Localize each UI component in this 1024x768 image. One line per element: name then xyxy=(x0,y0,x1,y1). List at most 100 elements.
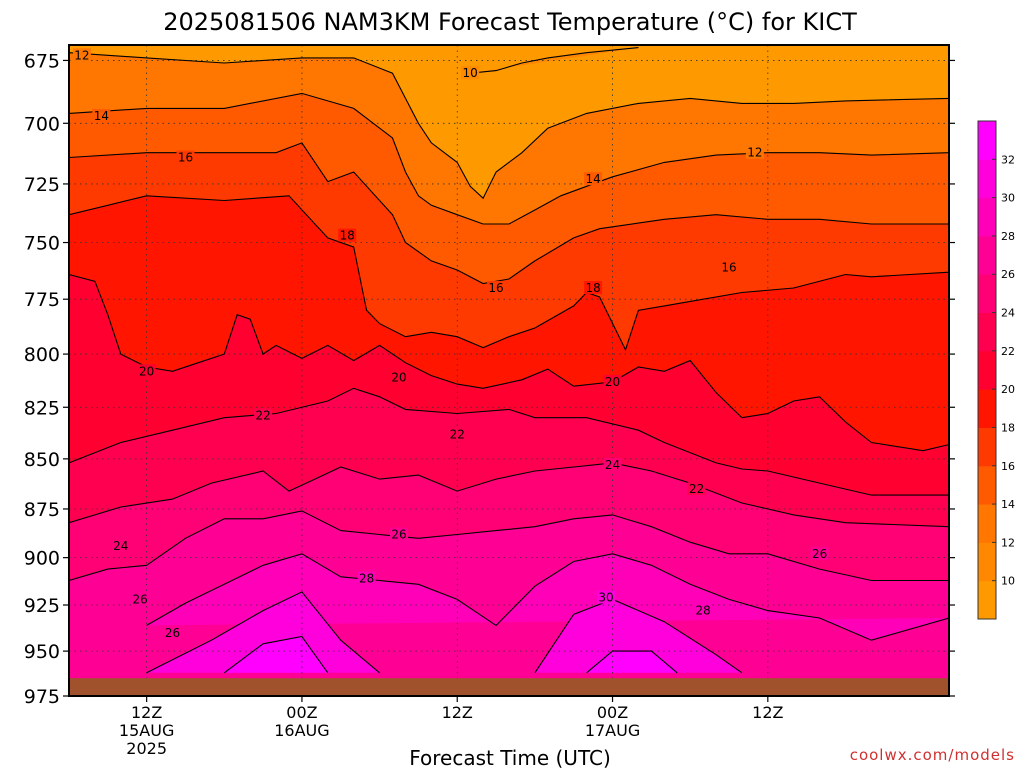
colorbar-segment xyxy=(978,159,996,199)
contour-label-bg xyxy=(111,539,130,553)
contour-label-bg xyxy=(584,172,603,186)
colorbar-segment xyxy=(978,121,996,160)
contour-label-bg xyxy=(603,457,622,471)
fill-band-32 xyxy=(586,651,678,673)
contour-label: 28 xyxy=(359,572,374,586)
colorbar-label: 28 xyxy=(1001,230,1015,243)
y-axis: 675 700 725 750 775 800 825 850 875 900 925 950 975 xyxy=(24,50,955,708)
contour-label-bg xyxy=(72,48,91,62)
contour-label-bg xyxy=(597,590,616,604)
contour-label-bg xyxy=(745,145,764,159)
colorbar-label: 26 xyxy=(1001,268,1015,281)
y-tick-label: 725 xyxy=(24,174,60,196)
contour-label: 20 xyxy=(139,364,154,378)
contour-label-bg xyxy=(254,408,273,422)
x-tick-label: 15AUG xyxy=(119,721,174,740)
contour-label-bg xyxy=(176,150,195,164)
contour-line-22 xyxy=(69,387,949,496)
colorbar-segment xyxy=(978,312,996,352)
colorbar-frame xyxy=(977,120,997,620)
contour-label: 18 xyxy=(585,281,600,295)
contour-label: 26 xyxy=(133,592,148,606)
x-tick-label: 16AUG xyxy=(274,721,329,740)
colorbar-segment xyxy=(978,427,996,467)
contour-label-bg xyxy=(92,108,111,122)
colorbar-legend: 10 12 14 16 18 20 22 24 26 28 30 32 xyxy=(977,120,1015,620)
colorbar-label: 12 xyxy=(1001,536,1015,549)
contour-label-bg xyxy=(338,228,357,242)
fill-band-30 xyxy=(534,599,742,673)
contour-label-bg xyxy=(448,427,467,441)
contour-label: 26 xyxy=(391,527,406,541)
y-tick-label: 825 xyxy=(24,397,60,419)
colorbar-segment xyxy=(978,504,996,543)
contour-label: 24 xyxy=(113,539,128,553)
contour-label: 22 xyxy=(450,427,465,441)
contour-line-28 xyxy=(146,553,949,641)
colorbar-segment xyxy=(978,580,996,620)
colorbar-segment xyxy=(978,465,996,505)
colorbar-segment xyxy=(978,542,996,582)
colorbar-segment xyxy=(978,197,996,237)
colorbar-label: 16 xyxy=(1001,460,1015,473)
contour-label: 14 xyxy=(585,172,600,186)
x-tick-label: 17AUG xyxy=(585,721,640,740)
x-tick-label: 12Z xyxy=(752,703,783,722)
x-tick-label: 00Z xyxy=(286,703,317,722)
contour-label: 28 xyxy=(695,604,710,618)
y-tick-label: 900 xyxy=(24,548,60,570)
contour-label-bg xyxy=(720,260,738,274)
contour-label-bg xyxy=(461,66,480,80)
contour-label-bg xyxy=(357,571,376,585)
fill-band-10 xyxy=(470,47,639,74)
y-tick-label: 975 xyxy=(24,686,60,708)
contour-line-10 xyxy=(470,47,639,74)
contour-label: 16 xyxy=(488,281,503,295)
colorbar-label: 30 xyxy=(1001,192,1015,205)
colorbar-label: 14 xyxy=(1001,498,1015,511)
contour-line-30 xyxy=(146,591,380,674)
contour-label-bg xyxy=(390,370,408,384)
contour-label: 24 xyxy=(605,458,620,472)
colorbar-label: 10 xyxy=(1001,575,1015,588)
y-tick-label: 850 xyxy=(24,449,60,471)
contour-label: 26 xyxy=(165,626,180,640)
contour-label: 10 xyxy=(463,66,478,80)
colorbar-segment xyxy=(978,350,996,390)
contour-label-bg xyxy=(390,527,408,541)
colorbar-label: 20 xyxy=(1001,383,1015,396)
contour-line-20 xyxy=(69,273,949,452)
x-tick-label: 12Z xyxy=(442,703,473,722)
y-tick-label: 950 xyxy=(24,641,60,663)
x-tick-label: 12Z xyxy=(131,703,162,722)
y-tick-label: 875 xyxy=(24,499,60,521)
contour-label: 20 xyxy=(605,375,620,389)
y-tick-label: 800 xyxy=(24,344,60,366)
contour-line-16 xyxy=(69,142,949,285)
y-tick-label: 700 xyxy=(24,113,60,135)
contour-label-bg xyxy=(584,281,603,295)
contour-label: 16 xyxy=(721,261,736,275)
colorbar-segment xyxy=(978,274,996,314)
contour-label: 30 xyxy=(598,591,613,605)
y-tick-label: 775 xyxy=(24,289,60,311)
contour-line-26 xyxy=(69,510,949,582)
plot-area: 12 10 14 12 16 14 18 16 16 18 20 20 20 22 22 24 22 26 24 26… xyxy=(69,45,949,696)
colorbar-label: 24 xyxy=(1001,307,1015,320)
contour-label-bg xyxy=(163,625,182,639)
contour-label-bg xyxy=(694,603,713,617)
contour-line-14 xyxy=(69,92,949,225)
fill-band-30 xyxy=(146,591,380,673)
contour-label: 16 xyxy=(178,151,193,165)
colorbar-label: 18 xyxy=(1001,421,1015,434)
contour-label-bg xyxy=(687,482,706,496)
plot-frame xyxy=(68,44,950,697)
watermark: coolwx.com/models xyxy=(850,746,1015,764)
temperature-fill-bands xyxy=(69,45,949,696)
x-tick-label: 2025 xyxy=(126,739,167,758)
contour-label-bg xyxy=(603,374,622,388)
y-tick-label: 925 xyxy=(24,595,60,617)
temperature-contours xyxy=(69,47,949,674)
contour-line-18 xyxy=(69,195,949,352)
